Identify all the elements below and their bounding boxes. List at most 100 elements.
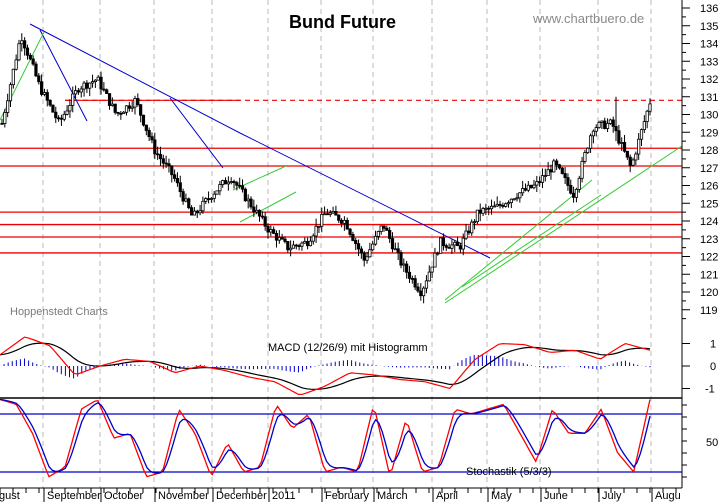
candle-body [504, 203, 508, 207]
candle-body [337, 214, 341, 221]
support-resistance-lines [0, 99, 682, 254]
candle-body [124, 105, 129, 113]
candle-body [23, 40, 27, 49]
x-month-label: September [47, 490, 101, 502]
stochastic-d-line [0, 398, 651, 474]
candle-body [399, 252, 403, 266]
candle-body [178, 182, 182, 192]
y-tick-label: 135 [700, 21, 718, 33]
macd-title: MACD (12/26/9) mit Histogramm [268, 342, 428, 354]
candle-body [218, 184, 222, 192]
x-month-label: gust [0, 490, 20, 502]
candle-body [99, 76, 103, 90]
candle-body [71, 93, 75, 106]
candle-body [458, 245, 463, 250]
candle-body [306, 241, 310, 247]
y-axis: 136 135 134 133 132 131 130 129 128 127 126 125 124 1… [682, 3, 718, 478]
candle-body [359, 248, 363, 254]
candle-body [317, 225, 321, 228]
candle-body [388, 229, 392, 239]
candle-body [42, 92, 47, 95]
candle-body [291, 244, 296, 249]
candle-body [334, 211, 338, 216]
candle-body [263, 216, 267, 227]
candle-body [303, 241, 307, 244]
candle-body [365, 256, 369, 261]
candle-body [73, 90, 78, 95]
green-trendline [461, 194, 602, 288]
candle-body [481, 208, 485, 214]
candle-body [212, 193, 216, 199]
blue-trendline [239, 132, 491, 259]
candle-body [376, 231, 380, 237]
candle-body [240, 185, 245, 190]
candle-body [6, 100, 10, 113]
candle-body [232, 181, 236, 184]
macd-panel [0, 336, 651, 396]
candle-body [0, 122, 4, 125]
candle-body [238, 184, 242, 187]
candle-body [139, 104, 143, 116]
y-tick-label: 129 [700, 127, 718, 139]
candle-body [229, 181, 233, 183]
blue-trendline [169, 97, 224, 169]
candle-body [634, 153, 638, 161]
candle-body [289, 247, 293, 251]
candle-body [478, 209, 482, 214]
candle-body [62, 113, 66, 120]
green-trendline [239, 191, 297, 223]
candle-body [266, 225, 270, 233]
candle-body [549, 169, 553, 173]
candle-body [122, 111, 126, 114]
candle-body [552, 160, 556, 173]
candle-body [571, 192, 576, 198]
stoch-y-tick-label: 50 [706, 437, 718, 449]
candle-body [189, 207, 194, 216]
macd-y-tick-label: 1 [710, 339, 716, 351]
candle-body [181, 191, 185, 202]
candle-body [147, 130, 151, 138]
candle-body [294, 244, 298, 247]
y-tick-label: 123 [700, 234, 718, 246]
candle-body [223, 180, 228, 185]
watermark: www.chartbuero.de [532, 11, 644, 26]
candle-body [255, 209, 259, 213]
candle-body [226, 181, 230, 185]
macd-signal-line [0, 342, 651, 391]
green-trendline [444, 145, 683, 304]
candle-body [322, 213, 327, 216]
candle-body [484, 207, 488, 210]
candle-body [320, 214, 324, 227]
candle-body [405, 263, 409, 273]
candle-body [283, 238, 287, 242]
candle-body [141, 114, 146, 126]
candle-body [173, 174, 177, 179]
candle-body [201, 200, 205, 212]
candle-body [235, 182, 239, 186]
candle-body [382, 225, 386, 229]
candle-body [639, 129, 644, 140]
candle-body [96, 76, 100, 81]
candle-body [637, 138, 641, 155]
candle-body [45, 92, 49, 101]
candle-body [272, 229, 276, 234]
candle-body [569, 185, 573, 194]
candle-body [286, 241, 290, 251]
candle-body [588, 135, 593, 149]
candle-body [260, 215, 264, 218]
candle-body [345, 220, 349, 230]
candle-body [594, 127, 598, 132]
candle-body [37, 75, 41, 83]
candle-body [28, 54, 32, 60]
candle-body [209, 197, 213, 200]
candle-body [311, 235, 315, 242]
candle-body [79, 88, 83, 93]
candle-body [625, 150, 629, 158]
candle-body [342, 220, 346, 224]
x-month-label: March [377, 490, 408, 502]
candle-body [187, 198, 191, 209]
candle-body [583, 152, 587, 162]
candle-body [56, 117, 61, 120]
candle-body [158, 154, 163, 160]
